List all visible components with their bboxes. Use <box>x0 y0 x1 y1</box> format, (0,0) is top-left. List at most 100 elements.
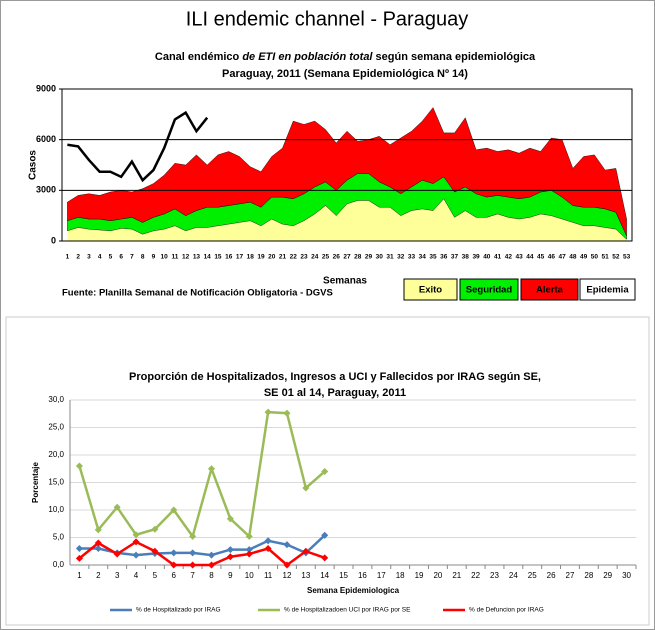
y-tick-label: 0 <box>51 235 56 245</box>
point <box>75 554 83 562</box>
x-tick-label: 35 <box>429 254 437 261</box>
x-tick-label: 52 <box>612 254 620 261</box>
legend-box <box>459 278 519 301</box>
x-tick-label: 42 <box>505 254 513 261</box>
legend-box <box>579 278 636 301</box>
x-tick-label: 18 <box>396 571 405 580</box>
point <box>302 547 310 555</box>
point <box>170 549 178 557</box>
chart2-frame <box>5 316 650 626</box>
title-part: de ETI en población total <box>242 51 373 63</box>
x-tick-label: 2 <box>76 254 80 261</box>
legend-label: % de Hospitalizadoen UCI por IRAG por SE <box>284 607 411 614</box>
x-tick-label: 49 <box>580 254 588 261</box>
x-tick-label: 23 <box>300 254 308 261</box>
point <box>207 551 216 559</box>
x-tick-label: 29 <box>365 254 373 261</box>
point <box>94 539 102 547</box>
y-axis-label: Porcentaje <box>31 461 40 502</box>
x-tick-label: 34 <box>419 254 427 261</box>
x-tick-label: 10 <box>161 254 169 261</box>
legend-label: % de Hospitalizado por IRAG <box>136 607 221 614</box>
chart-title: Proporción de Hospitalizados, Ingresos a… <box>129 371 541 383</box>
x-tick-label: 25 <box>528 571 537 580</box>
point <box>170 561 178 569</box>
x-tick-label: 17 <box>236 254 244 261</box>
x-tick-label: 7 <box>130 254 134 261</box>
y-tick-label: 5,0 <box>53 533 65 542</box>
point <box>113 503 121 511</box>
x-tick-label: 21 <box>279 254 287 261</box>
x-tick-label: 31 <box>386 254 394 261</box>
x-tick-label: 2 <box>96 571 101 580</box>
point <box>226 546 234 554</box>
point <box>302 484 310 492</box>
legend-label: Alerta <box>536 285 564 296</box>
x-tick-label: 46 <box>548 254 556 261</box>
x-tick-label: 24 <box>311 254 319 261</box>
x-tick-label: 29 <box>603 571 612 580</box>
x-tick-label: 39 <box>472 254 480 261</box>
x-tick-label: 1 <box>77 571 82 580</box>
point <box>226 553 234 561</box>
x-tick-label: 20 <box>268 254 276 261</box>
chart-title: Canal endémico de ETI en población total… <box>155 51 536 63</box>
x-tick-label: 28 <box>354 254 362 261</box>
y-tick-label: 9000 <box>36 83 56 93</box>
x-tick-label: 38 <box>462 254 470 261</box>
point <box>283 409 291 417</box>
legend-label: % de Defuncion por IRAG <box>469 607 544 614</box>
point <box>132 551 140 559</box>
point <box>264 408 272 416</box>
x-tick-label: 48 <box>569 254 577 261</box>
chart-title: SE 01 al 14, Paraguay, 2011 <box>264 387 406 399</box>
x-tick-label: 11 <box>171 254 178 261</box>
x-tick-label: 53 <box>623 254 631 261</box>
y-tick-label: 25,0 <box>48 423 64 432</box>
x-tick-label: 41 <box>494 254 502 261</box>
x-tick-label: 24 <box>509 571 518 580</box>
point <box>245 546 253 554</box>
x-tick-label: 4 <box>98 254 102 261</box>
x-tick-label: 50 <box>591 254 599 261</box>
point <box>321 467 329 476</box>
x-tick-label: 5 <box>109 254 113 261</box>
x-tick-label: 20 <box>433 571 442 580</box>
y-tick-label: 0,0 <box>53 560 65 569</box>
point <box>189 549 197 557</box>
x-tick-label: 44 <box>526 254 534 261</box>
x-tick-label: 27 <box>343 254 351 261</box>
x-tick-label: 22 <box>290 254 298 261</box>
x-tick-label: 22 <box>471 571 480 580</box>
x-tick-label: 15 <box>214 254 222 261</box>
x-tick-label: 37 <box>451 254 459 261</box>
area-0 <box>67 198 627 241</box>
x-tick-label: 23 <box>490 571 499 580</box>
point <box>113 550 121 558</box>
x-tick-label: 51 <box>601 254 609 261</box>
y-tick-label: 30,0 <box>48 395 64 404</box>
title-part: según semana epidemiológica <box>373 51 536 63</box>
x-tick-label: 13 <box>193 254 201 261</box>
point <box>189 561 197 569</box>
series-line <box>78 540 326 567</box>
point <box>151 547 159 555</box>
point <box>94 526 102 534</box>
x-tick-label: 14 <box>204 254 212 261</box>
y-tick-label: 20,0 <box>48 450 64 459</box>
x-tick-label: 43 <box>515 254 523 261</box>
x-tick-label: 27 <box>566 571 575 580</box>
y-tick-label: 3000 <box>36 185 56 195</box>
point <box>170 506 178 514</box>
point <box>207 465 216 473</box>
x-tick-label: 5 <box>153 571 158 580</box>
x-tick-label: 12 <box>182 254 190 261</box>
legend-label: Seguridad <box>466 285 513 296</box>
point <box>151 525 159 533</box>
point <box>245 550 253 558</box>
x-tick-label: 26 <box>333 254 341 261</box>
x-tick-label: 3 <box>115 571 120 580</box>
x-tick-label: 28 <box>584 571 593 580</box>
x-tick-label: 45 <box>537 254 545 261</box>
x-tick-label: 21 <box>452 571 461 580</box>
